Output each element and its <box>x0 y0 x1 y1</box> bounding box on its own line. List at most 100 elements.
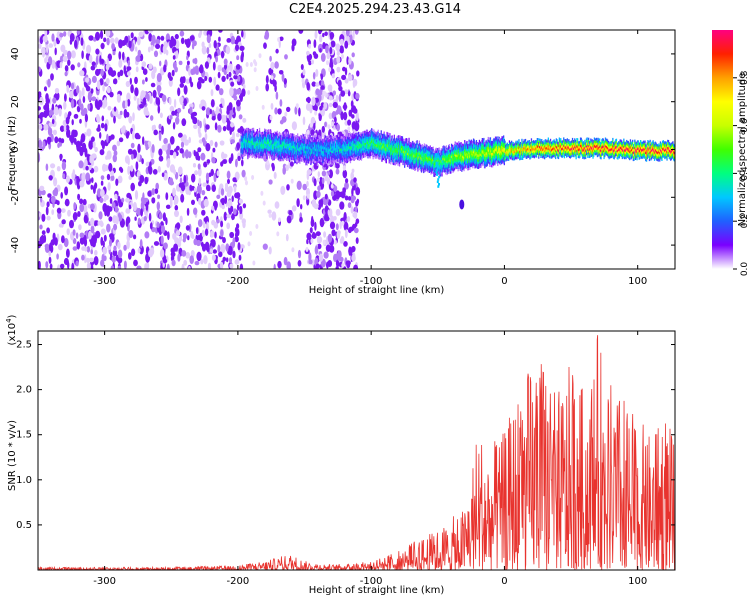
ridge-cell <box>365 136 368 140</box>
ridge-cell <box>335 144 338 147</box>
ridge-cell <box>432 146 434 150</box>
ridge-cell <box>385 138 387 142</box>
noise-cell <box>356 198 360 204</box>
noise-cell <box>335 168 340 175</box>
ridge-cell <box>382 138 385 141</box>
ridge-cell <box>356 149 358 152</box>
ridge-cell <box>426 159 428 162</box>
ridge-cell <box>437 155 439 158</box>
ridge-cell <box>367 141 369 145</box>
ridge-cell <box>294 148 297 151</box>
ridge-cell <box>432 163 434 166</box>
noise-cell <box>186 207 190 216</box>
ridge-cell <box>274 155 276 158</box>
ridge-cell <box>430 153 432 156</box>
ridge-cell <box>329 151 331 154</box>
ridge-cell <box>390 140 392 143</box>
ridge-cell <box>272 144 275 148</box>
ridge-cell <box>249 152 251 156</box>
ridge-cell <box>325 152 327 155</box>
ridge-cell <box>408 159 410 162</box>
ridge-cell <box>338 139 341 143</box>
noise-cell <box>156 201 160 211</box>
ridge-cell <box>412 143 414 146</box>
ridge-cell <box>433 174 435 177</box>
noise-cell <box>346 56 350 65</box>
ridge-cell <box>314 151 316 154</box>
ridge-cell <box>410 149 412 152</box>
ridge-cell <box>319 160 321 163</box>
ridge-cell <box>387 137 389 140</box>
noise-cell <box>187 190 192 196</box>
noise-cell <box>353 227 359 234</box>
ridge-cell <box>275 139 277 143</box>
noise-cell <box>203 255 208 265</box>
noise-cell <box>69 90 74 99</box>
noise-cell <box>326 261 329 269</box>
ridge-cell <box>288 155 290 159</box>
ridge-cell <box>247 154 249 157</box>
noise-cell <box>224 195 228 204</box>
ridge-cell <box>250 147 253 151</box>
ridge-cell <box>363 136 365 139</box>
ridge-cell <box>281 154 283 157</box>
ridge-cell <box>385 143 387 146</box>
ridge-cell <box>305 150 307 154</box>
ridge-cell <box>428 146 430 149</box>
ridge-cell <box>362 140 364 144</box>
ridge-cell <box>280 156 283 159</box>
noise-cell <box>107 135 112 142</box>
ridge-cell <box>337 144 339 148</box>
ridge-cell <box>368 147 371 151</box>
ridge-cell <box>295 144 297 148</box>
ridge-cell <box>309 158 311 162</box>
ridge-cell <box>362 136 364 139</box>
ridge-cell <box>248 148 250 151</box>
noise-cell <box>339 256 344 263</box>
ridge-cell <box>326 152 328 156</box>
ridge-cell <box>426 149 428 153</box>
ridge-cell <box>414 144 416 147</box>
ridge-cell <box>357 153 360 156</box>
ridge-cell <box>366 148 368 152</box>
ridge-cell <box>334 145 336 148</box>
ridge-cell <box>272 143 274 147</box>
ridge-cell <box>365 138 367 141</box>
ridge-cell <box>364 133 366 136</box>
noise-cell <box>345 30 350 37</box>
ridge-cell <box>332 145 334 149</box>
ridge-cell <box>299 137 301 140</box>
ridge-cell <box>244 150 246 153</box>
ridge-cell <box>247 140 249 143</box>
ridge-cell <box>283 131 285 134</box>
ridge-cell <box>370 148 372 152</box>
ridge-cell <box>392 140 394 144</box>
ridge-cell <box>285 152 287 156</box>
ridge-cell <box>318 147 320 150</box>
ridge-cell <box>311 143 313 147</box>
noise-cell <box>169 115 173 120</box>
noise-cell <box>63 101 67 110</box>
ridge-cell <box>269 146 272 149</box>
ridge-cell <box>245 137 247 141</box>
ridge-cell <box>308 144 310 147</box>
ridge-cell <box>336 135 338 138</box>
ridge-cell <box>297 157 299 160</box>
ridge-cell <box>382 150 384 153</box>
noise-cell <box>130 142 135 149</box>
ridge-cell <box>362 138 364 141</box>
ridge-cell <box>263 143 265 146</box>
ridge-cell <box>277 142 279 146</box>
noise-cell <box>43 86 48 92</box>
ridge-cell <box>394 139 396 142</box>
ridge-cell <box>343 155 345 158</box>
ridge-cell <box>422 161 424 165</box>
ridge-cell <box>359 139 361 142</box>
ridge-cell <box>416 164 418 167</box>
ridge-cell <box>299 142 302 145</box>
ridge-cell <box>242 133 245 136</box>
noise-cell <box>91 241 96 248</box>
noise-cell <box>133 259 138 267</box>
ridge-cell <box>250 144 252 147</box>
ridge-cell <box>401 155 404 158</box>
